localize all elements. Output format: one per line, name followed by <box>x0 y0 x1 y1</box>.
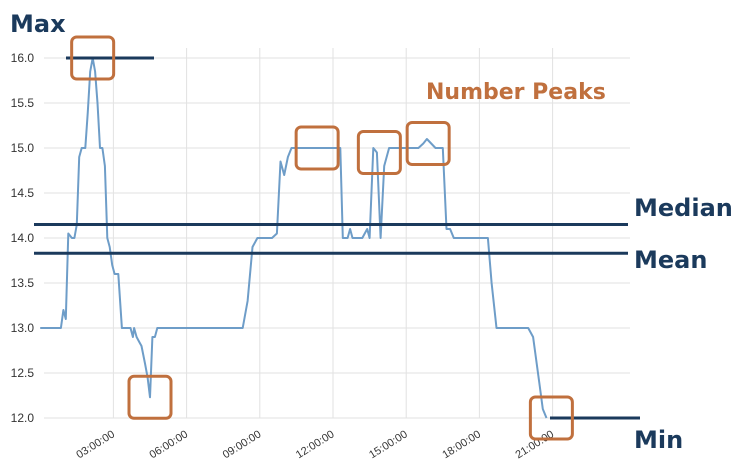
y-tick-label: 13.5 <box>11 276 35 290</box>
x-tick-label: 21:00:00 <box>514 428 557 461</box>
y-tick-label: 15.0 <box>11 141 35 155</box>
y-tick-label: 16.0 <box>11 51 35 65</box>
max-label: Max <box>10 10 66 38</box>
x-tick-label: 03:00:00 <box>74 428 117 461</box>
median-label: Median <box>634 194 733 222</box>
peak-markers <box>70 35 574 441</box>
y-tick-label: 12.5 <box>11 366 35 380</box>
y-axis-ticks: 12.0 12.5 13.0 13.5 14.0 14.5 15.0 15.5 16.0 <box>11 51 35 425</box>
x-tick-label: 15:00:00 <box>367 428 410 461</box>
reference-lines <box>34 56 640 420</box>
x-tick-label: 09:00:00 <box>221 428 264 461</box>
peak-marker-box <box>405 121 451 166</box>
mean-label: Mean <box>634 246 707 274</box>
number-peaks-label: Number Peaks <box>426 80 606 105</box>
peak-marker-box <box>127 374 173 420</box>
y-tick-label: 14.5 <box>11 186 35 200</box>
grid <box>44 48 630 419</box>
x-tick-label: 18:00:00 <box>440 428 483 461</box>
x-axis-ticks: 03:00:00 06:00:00 09:00:00 12:00:00 15:00:00… <box>74 428 556 461</box>
series-layer <box>40 57 548 419</box>
series-line <box>40 57 548 419</box>
peak-marker-box <box>528 395 574 441</box>
y-tick-label: 13.0 <box>11 321 35 335</box>
x-tick-label: 06:00:00 <box>148 428 191 461</box>
min-label: Min <box>634 426 683 454</box>
peak-marker-box <box>294 125 340 171</box>
y-tick-label: 15.5 <box>11 96 35 110</box>
peak-marker-box <box>70 35 116 81</box>
annotation-labels: Max Median Mean Min Number Peaks <box>10 10 733 454</box>
peak-marker-box <box>356 130 402 175</box>
y-tick-label: 12.0 <box>11 411 35 425</box>
y-tick-label: 14.0 <box>11 231 35 245</box>
x-tick-label: 12:00:00 <box>294 428 337 461</box>
